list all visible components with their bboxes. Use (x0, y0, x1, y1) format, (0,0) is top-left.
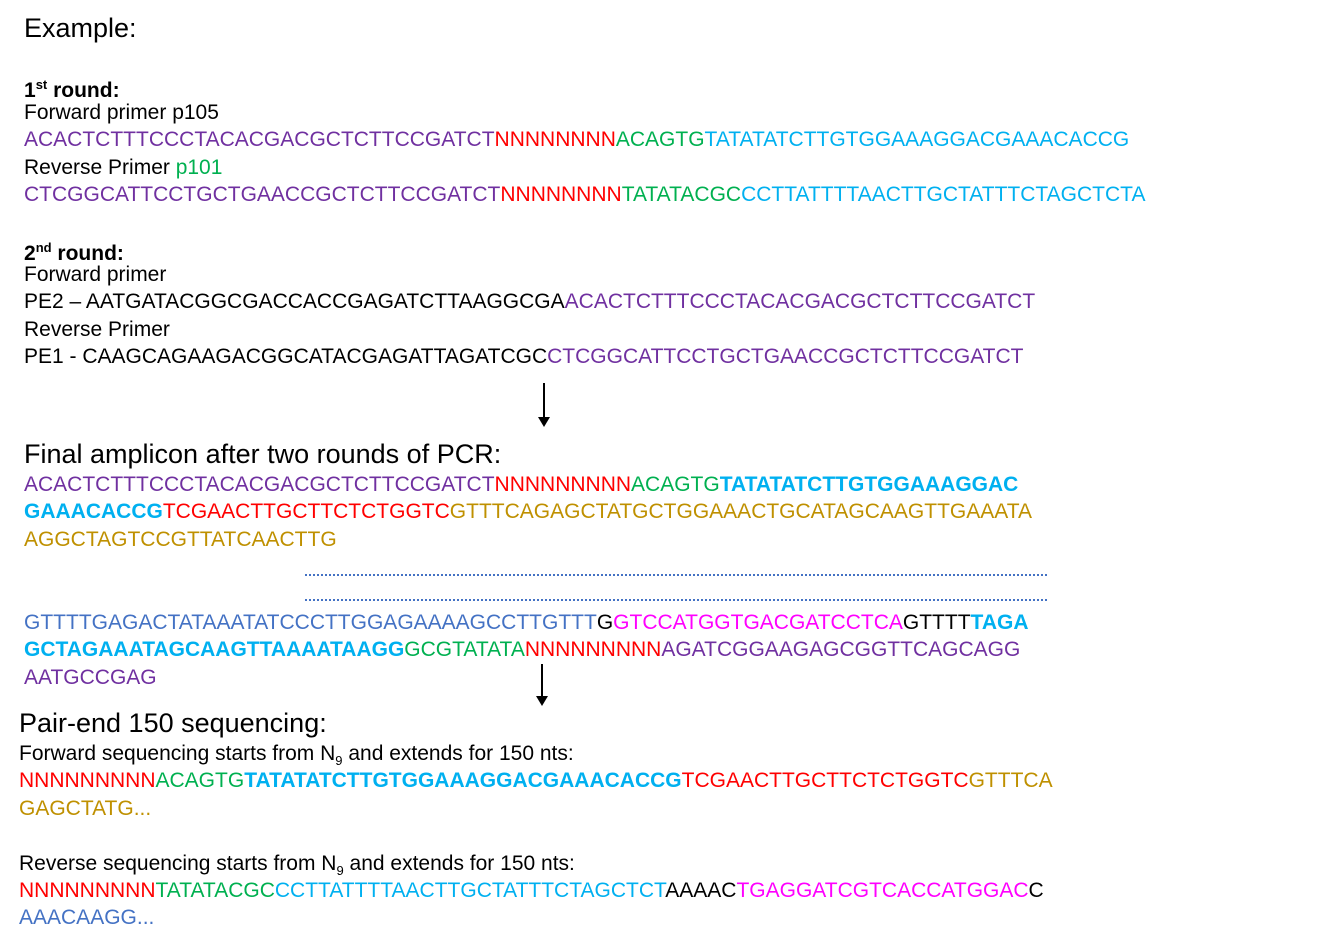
sequence-segment-black: PE1 - CAAGCAGAAGACGGCATACGAGATTAGATCGC (24, 345, 548, 368)
final-amplicon-line-5: GCTAGAAATAGCAAGTTAAAATAAGGGCGTATATANNNNN… (24, 637, 1020, 663)
sequence-segment-cyan: GAAACACCG (24, 500, 163, 523)
ellipsis-divider (305, 574, 1047, 576)
sequence-segment-magenta: TGAGGATCGTCACCATGGAC (736, 879, 1029, 902)
sequence-segment-green: ACAGTG (155, 769, 245, 792)
primer-id-p101: p101 (175, 156, 223, 179)
final-amplicon-line-4: GTTTTGAGACTATAAATATCCCTTGGAGAAAAGCCTTGTT… (24, 610, 1028, 636)
sequence-segment-olive: AGGCTAGTCCGTTATCAACTTG (24, 528, 337, 551)
round2-heading: 2nd round: (24, 240, 124, 265)
sequence-segment-purple: CTCGGCATTCCTGCTGAACCGCTCTTCCGATCT (547, 345, 1024, 368)
round2-forward-label: Forward primer (24, 263, 167, 286)
sequence-segment-olive: GAGCTATG... (19, 797, 152, 820)
sequence-segment-black: PE2 – AATGATACGGCGACCACCGAGATCTTAAGGCGA (24, 290, 565, 313)
sequence-segment-purple: AGATCGGAAGAGCGGTTCAGCAGG (661, 638, 1021, 661)
forward-read-line-1: NNNNNNNNNACAGTGTATATATCTTGTGGAAAGGACGAAA… (19, 768, 1053, 794)
sequence-segment-magenta: GTCCATGGTGACGATCCTCA (613, 611, 903, 634)
round2-forward-sequence: PE2 – AATGATACGGCGACCACCGAGATCTTAAGGCGAA… (24, 289, 1035, 315)
example-heading: Example: (24, 13, 137, 43)
final-amplicon-line-2: GAAACACCGTCGAACTTGCTTCTCTGGTCGTTTCAGAGCT… (24, 499, 1032, 525)
down-arrow-icon (536, 664, 548, 706)
sequence-segment-green: GCGTATATA (404, 638, 525, 661)
reverse-sequencing-description: Reverse sequencing starts from N9 and ex… (19, 852, 575, 879)
sequence-segment-red: NNNNNNNN (500, 183, 622, 206)
sequence-segment-black: AAAAC (665, 879, 737, 902)
sequence-segment-red: NNNNNNNNN (19, 769, 156, 792)
sequence-segment-black: G (596, 611, 614, 634)
reverse-read-line-1: NNNNNNNNNTATATACGCCCTTATTTTAACTTGCTATTTC… (19, 878, 1044, 904)
sequence-segment-red: NNNNNNNNN (19, 879, 156, 902)
sequence-segment-olive: GTTTCAGAGCTATGCTGGAAACTGCATAGCAAGTTGAAAT… (449, 500, 1032, 523)
sequence-segment-olive: GTTTCA (968, 769, 1053, 792)
sequencing-title: Pair-end 150 sequencing: (19, 708, 327, 738)
sequence-segment-cyan: TATATATCTTGTGGAAAGGACGAAACACCG (704, 128, 1130, 151)
final-amplicon-line-6: AATGCCGAG (24, 665, 157, 691)
round1-heading: 1st round: (24, 77, 120, 102)
forward-sequencing-description: Forward sequencing starts from N9 and ex… (19, 742, 574, 769)
round1-reverse-label: Reverse Primer p101 (24, 156, 223, 179)
sequence-segment-black: GTTTT (902, 611, 971, 634)
round2-reverse-sequence: PE1 - CAAGCAGAAGACGGCATACGAGATTAGATCGCCT… (24, 344, 1023, 370)
final-amplicon-line-1: ACACTCTTTCCCTACACGACGCTCTTCCGATCTNNNNNNN… (24, 472, 1018, 498)
sequence-segment-green: TATATACGC (621, 183, 742, 206)
sequence-segment-green: ACAGTG (615, 128, 705, 151)
sequence-segment-purple: CTCGGCATTCCTGCTGAACCGCTCTTCCGATCT (24, 183, 501, 206)
sequence-segment-blue: GTTTTGAGACTATAAATATCCCTTGGAGAAAAGCCTTGTT… (24, 611, 597, 634)
final-amplicon-title: Final amplicon after two rounds of PCR: (24, 439, 502, 469)
sequence-segment-cyan: GCTAGAAATAGCAAGTTAAAATAAGG (24, 638, 405, 661)
sequence-segment-purple: ACACTCTTTCCCTACACGACGCTCTTCCGATCT (24, 473, 495, 496)
sequence-segment-cyan: CCTTATTTTAACTTGCTATTTCTAGCTCT (274, 879, 666, 902)
sequence-segment-purple: ACACTCTTTCCCTACACGACGCTCTTCCGATCT (24, 128, 495, 151)
sequence-segment-red: TCGAACTTGCTTCTCTGGTC (681, 769, 969, 792)
round1-forward-sequence: ACACTCTTTCCCTACACGACGCTCTTCCGATCTNNNNNNN… (24, 127, 1129, 153)
down-arrow-icon (538, 383, 550, 427)
sequence-segment-cyan: TATATATCTTGTGGAAAGGACGAAACACCG (244, 769, 682, 792)
forward-read-line-2: GAGCTATG... (19, 796, 151, 822)
round1-reverse-sequence: CTCGGCATTCCTGCTGAACCGCTCTTCCGATCTNNNNNNN… (24, 182, 1145, 208)
sequence-segment-blue: AAACAAGG... (19, 906, 155, 929)
reverse-read-line-2: AAACAAGG... (19, 905, 154, 931)
ellipsis-divider (305, 599, 1047, 601)
sequence-segment-green: TATATACGC (155, 879, 275, 902)
sequence-segment-red: NNNNNNNN (494, 128, 616, 151)
sequence-segment-purple: ACACTCTTTCCCTACACGACGCTCTTCCGATCT (564, 290, 1036, 313)
sequence-segment-green: ACAGTG (631, 473, 720, 496)
round2-reverse-label: Reverse Primer (24, 318, 170, 341)
sequence-segment-black: C (1028, 879, 1044, 902)
final-amplicon-line-3: AGGCTAGTCCGTTATCAACTTG (24, 527, 337, 553)
sequence-segment-red: NNNNNNNNN (494, 473, 632, 496)
sequence-segment-cyan: CCTTATTTTAACTTGCTATTTCTAGCTCTA (741, 183, 1146, 206)
sequence-segment-red: TCGAACTTGCTTCTCTGGTC (162, 500, 450, 523)
sequence-segment-cyan: TATATATCTTGTGGAAAGGAC (719, 473, 1019, 496)
sequence-segment-red: NNNNNNNNN (524, 638, 662, 661)
round1-forward-label: Forward primer p105 (24, 101, 219, 124)
sequence-segment-purple: AATGCCGAG (24, 666, 157, 689)
sequence-segment-cyan: TAGA (970, 611, 1029, 634)
